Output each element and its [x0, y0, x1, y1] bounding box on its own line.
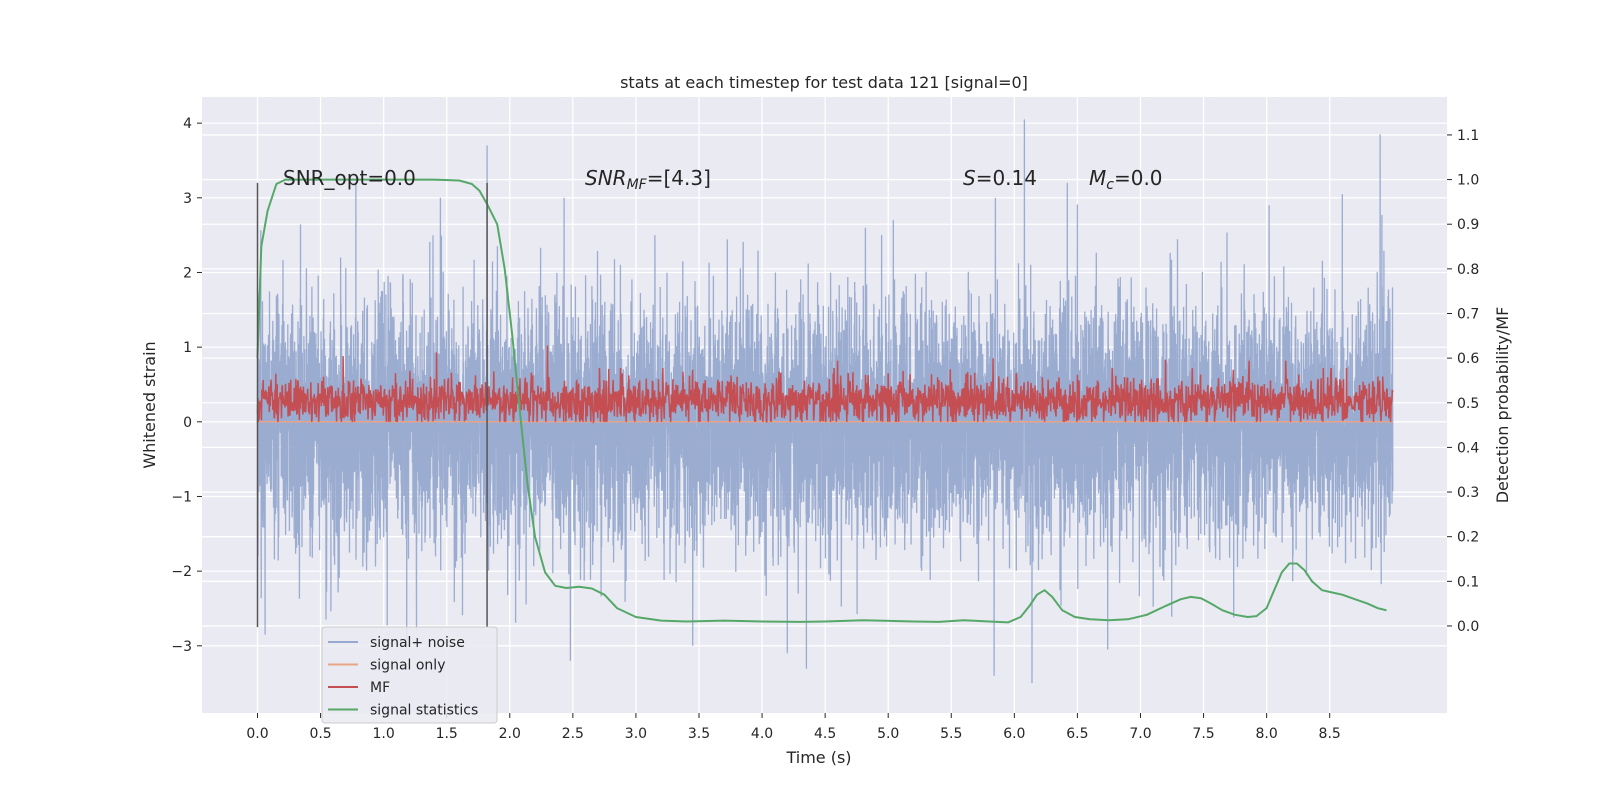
vertical-markers	[256, 182, 488, 628]
x-tick-label: 7.5	[1192, 726, 1214, 742]
y2-tick-label: 0.4	[1457, 440, 1479, 456]
legend-label: signal statistics	[370, 703, 478, 719]
y2-tick-label: 0.2	[1457, 530, 1479, 546]
y-tick-label: −1	[171, 489, 192, 505]
legend: signal+ noise signal only MF signal statist…	[321, 626, 498, 724]
x-tick-label: 6.0	[1003, 726, 1025, 742]
y2-tick-label: 0.7	[1457, 306, 1479, 322]
x-tick-label: 8.5	[1319, 726, 1341, 742]
x-tick-label: 6.5	[1066, 726, 1088, 742]
x-tick-label: 8.0	[1255, 726, 1277, 742]
x-tick-label: 3.5	[688, 726, 710, 742]
x-tick-label: 4.5	[814, 726, 836, 742]
y2-tick-label: 0.0	[1457, 619, 1479, 635]
x-tick-label: 1.5	[436, 726, 458, 742]
legend-label: MF	[370, 680, 390, 696]
y2-tick-label: 0.5	[1457, 396, 1479, 412]
x-tick-label: 0.0	[246, 726, 268, 742]
x-tick-label: 5.5	[940, 726, 962, 742]
series-layer	[256, 119, 1394, 684]
y-tick-label: 1	[183, 340, 192, 356]
y2-tick-label: 1.1	[1457, 128, 1479, 144]
y2-tick-label: 0.1	[1457, 574, 1479, 590]
y-tick-label: 2	[183, 265, 192, 281]
x-axis-label: Time (s)	[785, 748, 851, 767]
annotation-mc-value: =0.0	[1114, 166, 1163, 190]
y2-tick-label: 1.0	[1457, 173, 1479, 189]
y-tick-label: −3	[171, 639, 192, 655]
x-tick-label: 4.0	[751, 726, 773, 742]
annotation-mc: Mc=0.0	[1089, 166, 1163, 193]
x-tick-label: 2.5	[562, 726, 584, 742]
annotation-snr-mf-value: =[4.3]	[647, 166, 711, 190]
annotation-snr-mf-main: SNR	[585, 166, 627, 190]
legend-label: signal only	[370, 658, 445, 674]
y2-axis-label: Detection probability/MF	[1493, 307, 1512, 504]
annotation-mc-main: M	[1089, 166, 1106, 190]
x-tick-label: 7.0	[1129, 726, 1151, 742]
y2-tick-label: 0.6	[1457, 351, 1479, 367]
x-axis: 0.0 0.5 1.0 1.5 2.0 2.5 3.0 3.5 4.0 4.5 5.0 5.5 6.0 6…	[246, 713, 1341, 742]
y2-tick-label: 0.9	[1457, 217, 1479, 233]
series-mf	[256, 345, 1394, 425]
y2-tick-label: 0.3	[1457, 485, 1479, 501]
legend-label: signal+ noise	[370, 635, 465, 651]
y-axis-left: 4 3 2 1 0 −1 −2 −3	[171, 116, 202, 655]
x-tick-label: 1.0	[373, 726, 395, 742]
y-tick-label: 0	[183, 415, 192, 431]
x-tick-label: 3.0	[625, 726, 647, 742]
legend-box	[321, 626, 498, 724]
annotation-s-main: S	[963, 166, 976, 190]
annotation-snr-opt: SNR_opt=0.0	[283, 166, 416, 190]
x-tick-label: 0.5	[309, 726, 331, 742]
annotation-snr-mf-sub: MF	[627, 177, 648, 193]
y-axis-label: Whitened strain	[140, 341, 159, 468]
chart-title: stats at each timestep for test data 121…	[620, 73, 1028, 92]
annotation-mc-sub: c	[1106, 177, 1114, 193]
y-axis-right: 1.1 1.0 0.9 0.8 0.7 0.6 0.5 0.4 0.3 0.2 0.1 0.0	[1447, 128, 1479, 635]
x-tick-label: 5.0	[877, 726, 899, 742]
y-tick-label: −2	[171, 564, 192, 580]
y-tick-label: 4	[183, 116, 192, 132]
x-tick-label: 2.0	[499, 726, 521, 742]
annotation-snr-mf: SNRMF=[4.3]	[585, 166, 711, 193]
y2-tick-label: 0.8	[1457, 262, 1479, 278]
annotation-s-value: =0.14	[976, 166, 1037, 190]
series-signal-noise	[256, 119, 1394, 684]
annotation-s: S=0.14	[963, 166, 1037, 190]
y-tick-label: 3	[183, 191, 192, 207]
